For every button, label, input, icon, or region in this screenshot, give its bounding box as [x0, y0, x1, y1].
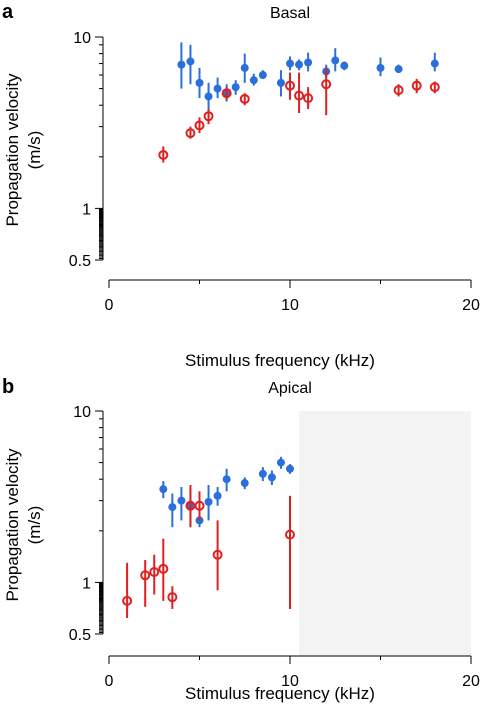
panel-letter: b — [2, 376, 14, 398]
x-tick-label: 10 — [281, 673, 299, 690]
panel-basal: a Basal 0.5 1 10 0 10 20 Stimulus frequency (kHz… — [2, 1, 480, 370]
data-point — [340, 61, 349, 70]
data-point — [258, 469, 267, 478]
data-point — [213, 491, 222, 500]
data-point — [140, 570, 151, 581]
data-point — [168, 503, 177, 512]
data-point — [158, 149, 169, 160]
x-tick-label: 0 — [105, 297, 114, 314]
data-point — [186, 57, 195, 66]
x-axis-title: Stimulus frequency (kHz) — [185, 351, 375, 370]
data-point — [240, 63, 249, 72]
data-point — [376, 63, 385, 72]
y-axis-title-line2: (m/s) — [25, 131, 44, 170]
data-point — [194, 120, 205, 131]
data-point — [393, 85, 404, 96]
data-point — [285, 529, 295, 540]
panel-title: Basal — [270, 5, 310, 22]
data-point — [294, 90, 305, 101]
data-point — [213, 84, 222, 93]
y-axis-title-line1: Propagation velocity — [3, 73, 22, 227]
data-point — [258, 71, 267, 80]
y-axis-title-line1: Propagation velocity — [3, 448, 22, 602]
data-point — [204, 497, 213, 506]
y-tick-label: 10 — [73, 30, 91, 47]
y-axis-title: Propagation velocity (m/s) — [3, 73, 44, 227]
data-point — [286, 59, 294, 68]
data-point — [285, 80, 295, 91]
data-point — [249, 76, 258, 85]
data-point — [185, 500, 196, 511]
data-point — [295, 60, 304, 69]
x-tick-label: 10 — [281, 297, 299, 314]
y-tick-label: 10 — [73, 404, 91, 421]
data-point — [231, 83, 240, 92]
series-open-red — [122, 485, 295, 618]
data-point — [276, 78, 285, 87]
panel-letter: a — [2, 1, 14, 23]
y-tick-label: 1 — [82, 201, 91, 218]
data-point — [212, 549, 223, 560]
data-point — [122, 595, 133, 606]
series-open-red — [158, 67, 440, 163]
y-tick-label: 0.5 — [69, 627, 91, 644]
data-point — [185, 128, 196, 139]
data-point — [394, 65, 403, 74]
data-point — [195, 78, 204, 87]
y-tick-label: 1 — [82, 575, 91, 592]
data-point — [276, 458, 285, 467]
data-point — [430, 59, 439, 68]
y-tick-label: 0.5 — [69, 253, 91, 270]
x-axis-title: Stimulus frequency (kHz) — [185, 684, 375, 703]
data-point — [240, 479, 249, 488]
x-tick-label: 0 — [105, 673, 114, 690]
y-axis-title: Propagation velocity (m/s) — [3, 448, 44, 602]
data-point — [158, 563, 169, 574]
data-point — [159, 485, 168, 494]
shaded-region — [299, 411, 471, 656]
data-point — [167, 592, 178, 603]
data-point — [177, 60, 186, 69]
data-point — [204, 92, 213, 101]
data-point — [239, 93, 250, 104]
x-tick-label: 20 — [462, 673, 480, 690]
data-point — [411, 80, 422, 91]
data-point — [304, 58, 313, 67]
data-point — [429, 82, 440, 93]
data-point — [222, 475, 231, 484]
series-filled-blue — [159, 456, 294, 528]
data-point — [331, 56, 340, 65]
data-point — [203, 111, 214, 122]
data-point — [149, 566, 160, 577]
data-point — [303, 93, 314, 104]
data-point — [194, 500, 205, 511]
data-point — [321, 79, 332, 90]
panel-title: Apical — [268, 380, 312, 397]
data-point — [177, 496, 186, 505]
x-tick-label: 20 — [462, 297, 480, 314]
panel-apical: b Apical 0.5 1 10 0 10 20 Stimulus frequency (kH… — [2, 376, 480, 703]
series-filled-blue — [177, 42, 439, 114]
y-axis-title-line2: (m/s) — [25, 506, 44, 545]
data-point — [267, 473, 276, 482]
data-point — [286, 464, 294, 473]
data-point — [221, 88, 232, 99]
